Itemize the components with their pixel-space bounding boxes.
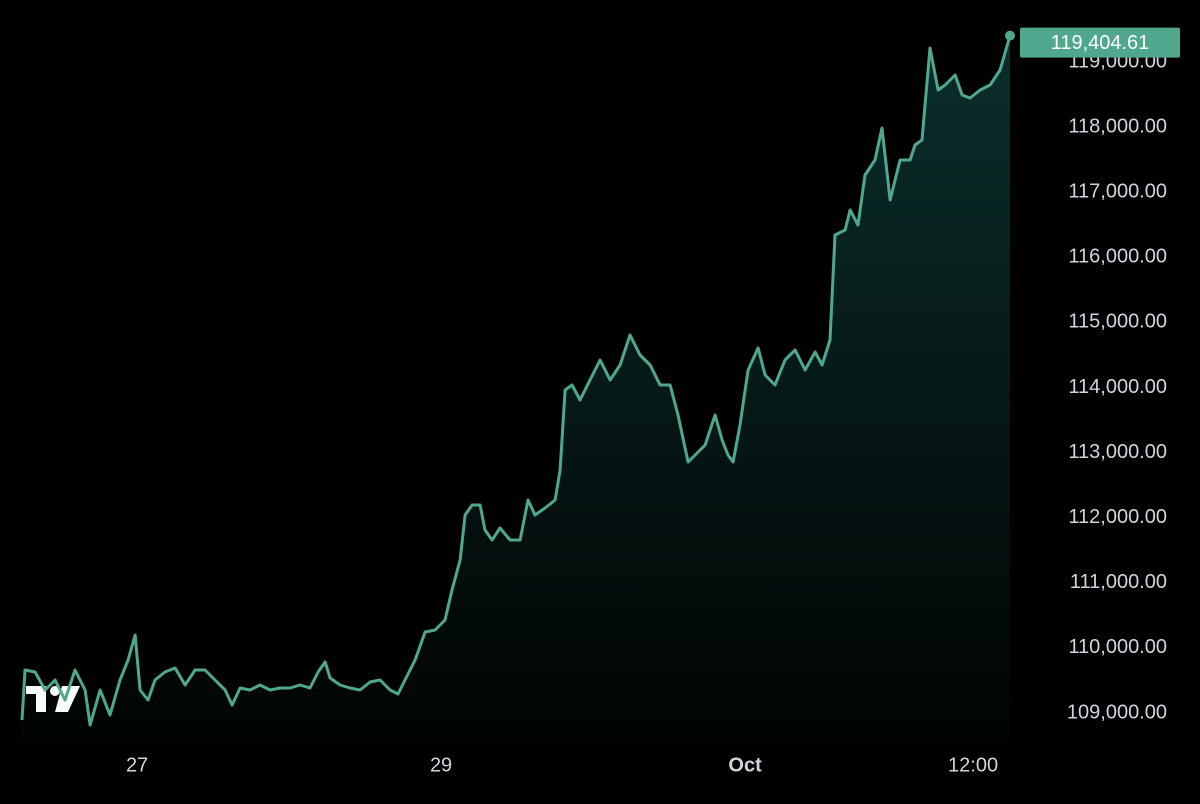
y-tick-label: 110,000.00 — [1068, 636, 1167, 658]
area-fill — [22, 35, 1010, 741]
x-tick-label: 27 — [126, 754, 148, 776]
price-badge-label: 119,404.61 — [1051, 32, 1150, 54]
y-tick-label: 114,000.00 — [1068, 376, 1167, 398]
y-tick-label: 116,000.00 — [1068, 246, 1167, 268]
x-tick-label: 29 — [430, 754, 452, 776]
x-tick-label: Oct — [728, 754, 762, 776]
y-tick-label: 117,000.00 — [1068, 180, 1167, 202]
last-point — [1005, 30, 1015, 41]
price-badge — [1020, 27, 1180, 58]
y-tick-label: 109,000.00 — [1067, 701, 1167, 723]
y-tick-label: 118,000.00 — [1068, 115, 1167, 137]
y-tick-label: 111,000.00 — [1070, 571, 1167, 593]
x-tick-label: 12:00 — [948, 754, 998, 776]
y-tick-label: 113,000.00 — [1068, 441, 1167, 463]
y-tick-label: 115,000.00 — [1068, 311, 1167, 333]
price-line — [20, 35, 1012, 727]
y-tick-label: 112,000.00 — [1068, 506, 1167, 528]
